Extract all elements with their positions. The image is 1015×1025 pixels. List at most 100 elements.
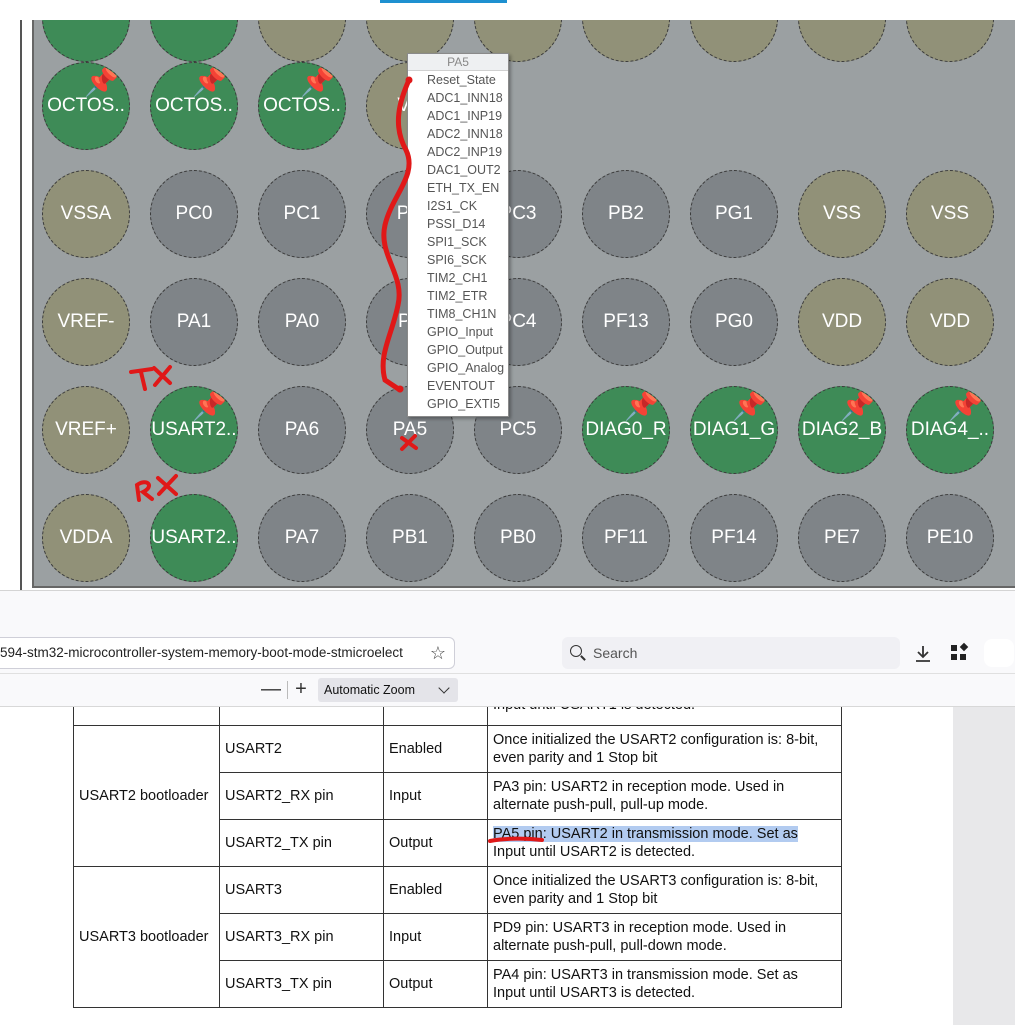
pin-function-option[interactable]: GPIO_EXTI5 (427, 397, 500, 411)
pin[interactable] (906, 20, 994, 62)
pin[interactable]: 📌 OCTOS.. (150, 62, 238, 150)
description-text: Once initialized the USART2 configuratio… (493, 732, 819, 748)
state-cell: Output (383, 819, 488, 867)
pin-function-option[interactable]: GPIO_Output (427, 343, 503, 357)
description-line: PA4 pin: USART3 in transmission mode. Se… (493, 966, 841, 984)
pin[interactable]: 📌 OCTOS.. (42, 62, 130, 150)
pin[interactable]: PF13 (582, 278, 670, 366)
pin-function-option[interactable]: I2S1_CK (427, 199, 478, 213)
pin-label: PA5 (392, 419, 428, 440)
pin-function-option[interactable]: Reset_State (427, 73, 496, 87)
pin-function-menu[interactable]: PA5 Reset_State ADC1_INN18 ADC1_INP19 ADC2_… (407, 53, 509, 417)
pin-label: DIAG2_B (801, 419, 883, 440)
pin-function-option[interactable]: ADC1_INN18 (427, 91, 503, 105)
pin-function-option[interactable]: EVENTOUT (427, 379, 495, 393)
pin[interactable]: 📌 OCTOS.. (258, 62, 346, 150)
pin[interactable] (42, 20, 130, 62)
pin-function-option[interactable]: DAC1_OUT2 (427, 163, 501, 177)
pin[interactable]: 📌 DIAG2_B (798, 386, 886, 474)
bookmark-star-icon[interactable]: ☆ (429, 643, 446, 663)
pin[interactable] (582, 20, 670, 62)
pin-function-option[interactable]: SPI1_SCK (427, 235, 487, 249)
pin[interactable] (690, 20, 778, 62)
zoom-in-button[interactable]: + (295, 678, 307, 700)
search-icon (570, 645, 582, 657)
pin-function-option[interactable]: ADC1_INP19 (427, 109, 503, 123)
pin[interactable]: PG1 (690, 170, 778, 258)
pin-function-option[interactable]: SPI6_SCK (427, 253, 487, 267)
pin[interactable]: PG0 (690, 278, 778, 366)
account-avatar[interactable] (984, 639, 1014, 667)
description-line: PA3 pin: USART2 in reception mode. Used … (493, 778, 841, 796)
description-cell: PA5 pin: USART2 in transmission mode. Se… (487, 819, 842, 867)
zoom-select[interactable]: Automatic Zoom (318, 678, 458, 702)
pin[interactable]: 📌 DIAG1_G (690, 386, 778, 474)
pin[interactable]: PB2 (582, 170, 670, 258)
state-cell: Output (383, 960, 488, 1008)
pin[interactable]: VREF+ (42, 386, 130, 474)
panel-divider (20, 20, 22, 590)
pin[interactable]: 📌 DIAG4_.. (906, 386, 994, 474)
pin[interactable] (150, 20, 238, 62)
address-text: 594-stm32-microcontroller-system-memory-… (0, 645, 403, 660)
state-cell: Input (383, 772, 488, 820)
pin-label: PB1 (392, 527, 428, 548)
pin[interactable] (258, 20, 346, 62)
pin-function-option[interactable]: PSSI_D14 (427, 217, 486, 231)
signal-cell: USART3_RX pin (219, 913, 384, 961)
zoom-out-button[interactable]: — (261, 678, 281, 700)
pin[interactable]: VDD (798, 278, 886, 366)
pin[interactable]: PF11 (582, 494, 670, 582)
pin[interactable]: VDDA (42, 494, 130, 582)
pushpin-icon: 📌 (84, 66, 119, 97)
group-name: USART3 bootloader (73, 866, 220, 1008)
toolbar-divider (287, 681, 288, 699)
pin[interactable]: PA7 (258, 494, 346, 582)
search-box[interactable]: Search (562, 637, 900, 669)
pin-label: PA1 (176, 311, 212, 332)
description-line: alternate push-pull, pull-down mode. (493, 937, 841, 955)
pin[interactable]: PA0 (258, 278, 346, 366)
state-cell: Enabled (383, 866, 488, 914)
pin[interactable]: VSSA (42, 170, 130, 258)
pin[interactable]: VSS (906, 170, 994, 258)
extensions-icon[interactable] (951, 642, 969, 661)
pin-function-option[interactable]: TIM8_CH1N (427, 307, 497, 321)
scrollbar-track[interactable] (953, 707, 1015, 1025)
pin-function-option[interactable]: TIM2_CH1 (427, 271, 488, 285)
pin[interactable]: 📌 DIAG0_R (582, 386, 670, 474)
zoom-select-value: Automatic Zoom (324, 683, 416, 697)
pin[interactable]: PF14 (690, 494, 778, 582)
pin[interactable]: VSS (798, 170, 886, 258)
pin[interactable]: PA6 (258, 386, 346, 474)
pin[interactable]: 📌 USART2.. (150, 386, 238, 474)
pin-function-option[interactable]: GPIO_Analog (427, 361, 505, 375)
pin[interactable]: VDD (906, 278, 994, 366)
signal-cell: USART2_RX pin (219, 772, 384, 820)
pin[interactable]: PE10 (906, 494, 994, 582)
pin[interactable]: PB0 (474, 494, 562, 582)
pin-function-option[interactable]: ADC2_INN18 (427, 127, 503, 141)
pin[interactable]: USART2.. (150, 494, 238, 582)
pin[interactable]: PA1 (150, 278, 238, 366)
pin-function-option[interactable]: TIM2_ETR (427, 289, 488, 303)
pin-label: USART2.. (151, 419, 237, 440)
pin[interactable]: PE7 (798, 494, 886, 582)
pin-function-option[interactable]: ADC2_INP19 (427, 145, 503, 159)
pin[interactable]: PC0 (150, 170, 238, 258)
pin-function-option[interactable]: GPIO_Input (427, 325, 494, 339)
download-icon[interactable] (912, 643, 934, 665)
pin-function-option[interactable]: ETH_TX_EN (427, 181, 500, 195)
pin[interactable]: VREF- (42, 278, 130, 366)
pin[interactable] (798, 20, 886, 62)
pin[interactable]: PC1 (258, 170, 346, 258)
pin-label: PE7 (824, 527, 860, 548)
address-bar[interactable]: 594-stm32-microcontroller-system-memory-… (0, 637, 455, 669)
pin-label: VSS (822, 203, 862, 224)
signal-cell: USART3_TX pin (219, 960, 384, 1008)
pin[interactable]: PC5 (474, 386, 562, 474)
pin-label: PG0 (714, 311, 754, 332)
pin-function-menu-title: PA5 (408, 54, 508, 71)
pin[interactable]: PB1 (366, 494, 454, 582)
description-cell: PA3 pin: USART2 in reception mode. Used … (487, 772, 842, 820)
